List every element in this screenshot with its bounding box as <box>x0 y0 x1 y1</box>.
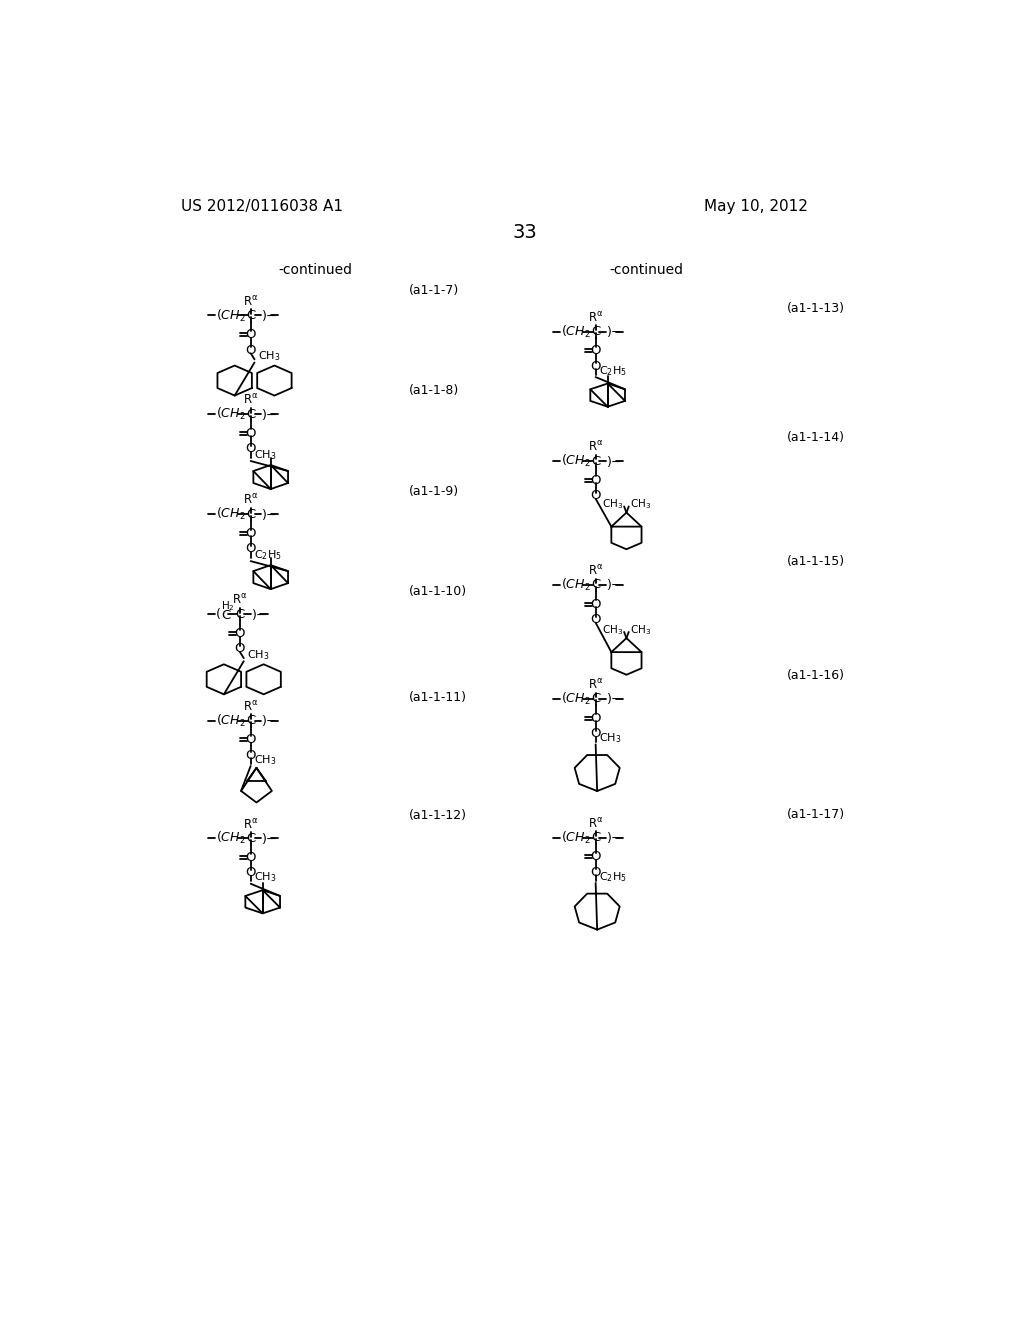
Text: C: C <box>246 508 255 520</box>
Text: May 10, 2012: May 10, 2012 <box>705 198 808 214</box>
Text: )$-$: )$-$ <box>251 607 266 622</box>
Text: O: O <box>246 866 256 879</box>
Text: )$-$: )$-$ <box>606 692 623 706</box>
Text: $(CH_2$: $(CH_2$ <box>561 323 591 339</box>
Text: $\mathregular{H_2}$: $\mathregular{H_2}$ <box>221 599 236 614</box>
Text: (a1-1-13): (a1-1-13) <box>787 302 846 315</box>
Text: O: O <box>246 733 256 746</box>
Text: $(CH_2$: $(CH_2$ <box>216 506 246 523</box>
Text: $(CH_2$: $(CH_2$ <box>216 308 246 323</box>
Text: O: O <box>591 850 601 863</box>
Text: $\mathregular{R^{\alpha}}$: $\mathregular{R^{\alpha}}$ <box>588 817 603 830</box>
Text: US 2012/0116038 A1: US 2012/0116038 A1 <box>180 198 343 214</box>
Text: O: O <box>591 345 601 358</box>
Text: $\mathregular{CH_3}$: $\mathregular{CH_3}$ <box>630 498 650 511</box>
Text: $\mathregular{R^{\alpha}}$: $\mathregular{R^{\alpha}}$ <box>243 817 258 832</box>
Text: O: O <box>591 598 601 611</box>
Text: 33: 33 <box>512 223 538 242</box>
Text: $\mathregular{R^{\alpha}}$: $\mathregular{R^{\alpha}}$ <box>232 594 248 607</box>
Text: $\mathregular{R^{\alpha}}$: $\mathregular{R^{\alpha}}$ <box>243 700 258 714</box>
Text: $\mathregular{CH_3}$: $\mathregular{CH_3}$ <box>254 871 276 884</box>
Text: $\mathregular{R^{\alpha}}$: $\mathregular{R^{\alpha}}$ <box>588 310 603 325</box>
Text: $\mathregular{C_2H_5}$: $\mathregular{C_2H_5}$ <box>254 548 282 562</box>
Text: O: O <box>591 474 601 487</box>
Text: O: O <box>591 612 601 626</box>
Text: C: C <box>591 454 600 467</box>
Text: $(CH_2$: $(CH_2$ <box>216 830 246 846</box>
Text: )$-$: )$-$ <box>606 325 623 339</box>
Text: $(CH_2$: $(CH_2$ <box>561 577 591 593</box>
Text: $(CH_2$: $(CH_2$ <box>561 453 591 469</box>
Text: C: C <box>246 832 255 845</box>
Text: )$-$: )$-$ <box>606 577 623 593</box>
Text: $(CH_2$: $(CH_2$ <box>216 407 246 422</box>
Text: -continued: -continued <box>609 263 683 277</box>
Text: $\mathregular{CH_3}$: $\mathregular{CH_3}$ <box>254 752 276 767</box>
Text: $\mathregular{CH_3}$: $\mathregular{CH_3}$ <box>247 648 269 661</box>
Text: $\mathregular{CH_3}$: $\mathregular{CH_3}$ <box>602 623 624 636</box>
Text: (: ( <box>216 607 221 620</box>
Text: $\mathregular{R^{\alpha}}$: $\mathregular{R^{\alpha}}$ <box>243 294 258 309</box>
Text: $\mathregular{R^{\alpha}}$: $\mathregular{R^{\alpha}}$ <box>588 440 603 454</box>
Text: O: O <box>246 527 256 540</box>
Text: O: O <box>246 543 256 556</box>
Text: O: O <box>246 748 256 762</box>
Text: O: O <box>591 711 601 725</box>
Text: )$-$: )$-$ <box>261 308 278 323</box>
Text: O: O <box>246 442 256 455</box>
Text: O: O <box>234 643 245 656</box>
Text: C: C <box>246 714 255 727</box>
Text: C: C <box>246 309 255 322</box>
Text: (a1-1-17): (a1-1-17) <box>787 808 846 821</box>
Text: C: C <box>221 609 230 622</box>
Text: O: O <box>234 627 245 640</box>
Text: $\mathregular{CH_3}$: $\mathregular{CH_3}$ <box>602 498 624 511</box>
Text: O: O <box>246 426 256 440</box>
Text: $(CH_2$: $(CH_2$ <box>216 713 246 729</box>
Text: $\mathregular{R^{\alpha}}$: $\mathregular{R^{\alpha}}$ <box>588 564 603 578</box>
Text: )$-$: )$-$ <box>606 454 623 469</box>
Text: O: O <box>591 490 601 502</box>
Text: )$-$: )$-$ <box>606 830 623 845</box>
Text: C: C <box>591 325 600 338</box>
Text: O: O <box>591 727 601 741</box>
Text: (a1-1-8): (a1-1-8) <box>410 384 460 397</box>
Text: )$-$: )$-$ <box>261 407 278 421</box>
Text: C: C <box>236 607 245 620</box>
Text: $\mathregular{CH_3}$: $\mathregular{CH_3}$ <box>254 447 276 462</box>
Text: C: C <box>591 832 600 843</box>
Text: (a1-1-15): (a1-1-15) <box>787 556 846 569</box>
Text: $\mathregular{CH_3}$: $\mathregular{CH_3}$ <box>599 731 622 744</box>
Text: $\mathregular{R^{\alpha}}$: $\mathregular{R^{\alpha}}$ <box>243 494 258 507</box>
Text: )$-$: )$-$ <box>261 713 278 729</box>
Text: (a1-1-16): (a1-1-16) <box>787 669 846 682</box>
Text: (a1-1-9): (a1-1-9) <box>410 484 460 498</box>
Text: $\mathregular{C_2H_5}$: $\mathregular{C_2H_5}$ <box>599 364 627 378</box>
Text: C: C <box>246 408 255 421</box>
Text: (a1-1-12): (a1-1-12) <box>410 809 467 822</box>
Text: $\mathregular{CH_3}$: $\mathregular{CH_3}$ <box>630 623 650 636</box>
Text: $(CH_2$: $(CH_2$ <box>561 690 591 708</box>
Text: O: O <box>591 360 601 372</box>
Text: -continued: -continued <box>279 263 352 277</box>
Text: $\mathregular{R^{\alpha}}$: $\mathregular{R^{\alpha}}$ <box>588 678 603 692</box>
Text: C: C <box>591 578 600 591</box>
Text: $\mathregular{R^{\alpha}}$: $\mathregular{R^{\alpha}}$ <box>243 393 258 407</box>
Text: O: O <box>246 329 256 342</box>
Text: $\mathregular{CH_3}$: $\mathregular{CH_3}$ <box>258 350 281 363</box>
Text: (a1-1-7): (a1-1-7) <box>410 284 460 297</box>
Text: $\mathregular{C_2H_5}$: $\mathregular{C_2H_5}$ <box>599 870 627 883</box>
Text: )$-$: )$-$ <box>261 830 278 846</box>
Text: )$-$: )$-$ <box>261 507 278 521</box>
Text: O: O <box>246 851 256 865</box>
Text: O: O <box>246 343 256 356</box>
Text: C: C <box>591 693 600 705</box>
Text: (a1-1-14): (a1-1-14) <box>787 432 846 445</box>
Text: (a1-1-11): (a1-1-11) <box>410 690 467 704</box>
Text: O: O <box>591 866 601 879</box>
Text: $(CH_2$: $(CH_2$ <box>561 829 591 846</box>
Text: (a1-1-10): (a1-1-10) <box>410 585 467 598</box>
